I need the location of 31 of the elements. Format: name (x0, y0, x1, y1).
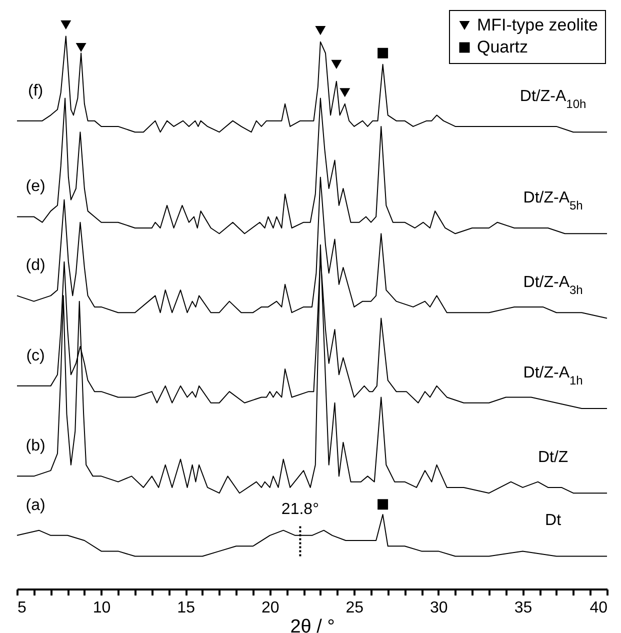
x-tick-label: 5 (18, 600, 26, 616)
point (315, 26, 326, 36)
x-axis-title: 2θ / ° (290, 616, 335, 633)
annotation: (e) (26, 178, 46, 196)
series-label: Dt/Z-A$_{5h}$ (523, 189, 583, 212)
x-tick-label: 20 (261, 600, 280, 616)
annotation: (b) (26, 438, 46, 455)
x-tick-label: 30 (430, 600, 448, 616)
x-tick-label: 10 (92, 600, 111, 616)
point (378, 499, 388, 510)
point (340, 88, 350, 98)
series-label: Dt (545, 512, 562, 530)
point (378, 48, 388, 58)
legend-label: MFI-type zeolite (477, 16, 598, 34)
ref-line-label: 21.8° (281, 500, 319, 518)
series-label: Dt/Z (538, 448, 568, 466)
point (76, 42, 86, 52)
annotation: (c) (26, 347, 45, 364)
annotation: (a) (26, 496, 46, 514)
point (60, 20, 72, 30)
x-tick-label: 35 (514, 600, 532, 616)
series-label: Dt/Z-A$_{1h}$ (523, 364, 583, 388)
x-tick-label: 40 (590, 600, 608, 616)
series-label: Dt/Z-A$_{3h}$ (523, 274, 583, 298)
point (331, 60, 342, 69)
x-tick-label: 15 (177, 600, 196, 616)
annotation: (d) (26, 257, 46, 274)
x-tick-label: 25 (346, 600, 364, 616)
series-label: Dt/Z-A$_{10h}$ (520, 88, 586, 111)
annotation: (f) (28, 82, 44, 100)
legend-label: Quartz (477, 38, 528, 56)
